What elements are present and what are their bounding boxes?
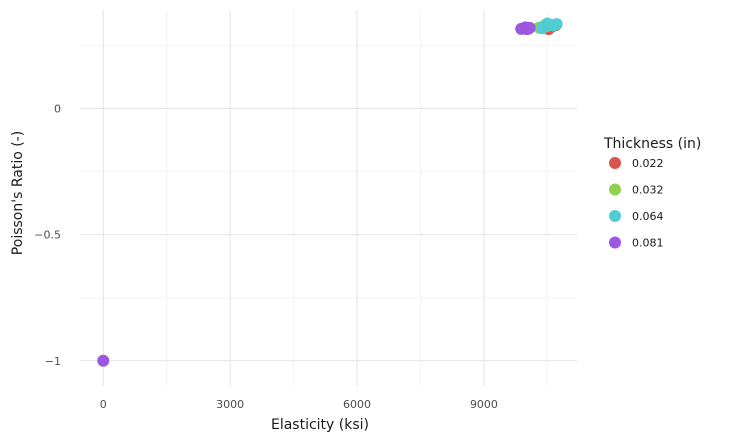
y-tick-label: −1 bbox=[45, 355, 61, 368]
y-tick-label: −0.5 bbox=[34, 229, 61, 242]
data-point-0.064 bbox=[550, 18, 563, 31]
x-axis-title: Elasticity (ksi) bbox=[271, 417, 369, 433]
x-tick-label: 6000 bbox=[343, 398, 371, 411]
legend-key-0.081 bbox=[609, 236, 621, 249]
data-point-layer bbox=[97, 17, 563, 367]
data-point-0.081 bbox=[97, 354, 110, 367]
legend-key-0.022 bbox=[609, 157, 621, 169]
tick-label-layer: 0 3000 6000 9000 −1 −0.5 0 bbox=[34, 102, 498, 411]
grid-layer bbox=[80, 10, 577, 386]
legend: Thickness (in) 0.022 0.032 0.064 0.081 bbox=[603, 136, 701, 250]
data-point-0.081 bbox=[522, 22, 535, 35]
x-tick-label: 0 bbox=[100, 398, 107, 411]
legend-label-0.032: 0.032 bbox=[632, 184, 664, 197]
data-point-0.064 bbox=[541, 17, 554, 30]
legend-key-0.032 bbox=[609, 183, 621, 196]
legend-title: Thickness (in) bbox=[603, 136, 701, 152]
x-tick-label: 9000 bbox=[470, 398, 498, 411]
legend-label-0.022: 0.022 bbox=[632, 157, 664, 170]
y-tick-label: 0 bbox=[54, 102, 61, 115]
y-axis-title: Poisson's Ratio (-) bbox=[10, 131, 26, 255]
x-tick-label: 3000 bbox=[216, 398, 244, 411]
legend-key-0.064 bbox=[609, 210, 621, 222]
legend-label-0.064: 0.064 bbox=[632, 210, 664, 223]
legend-items: 0.022 0.032 0.064 0.081 bbox=[609, 157, 664, 250]
legend-label-0.081: 0.081 bbox=[632, 237, 664, 250]
